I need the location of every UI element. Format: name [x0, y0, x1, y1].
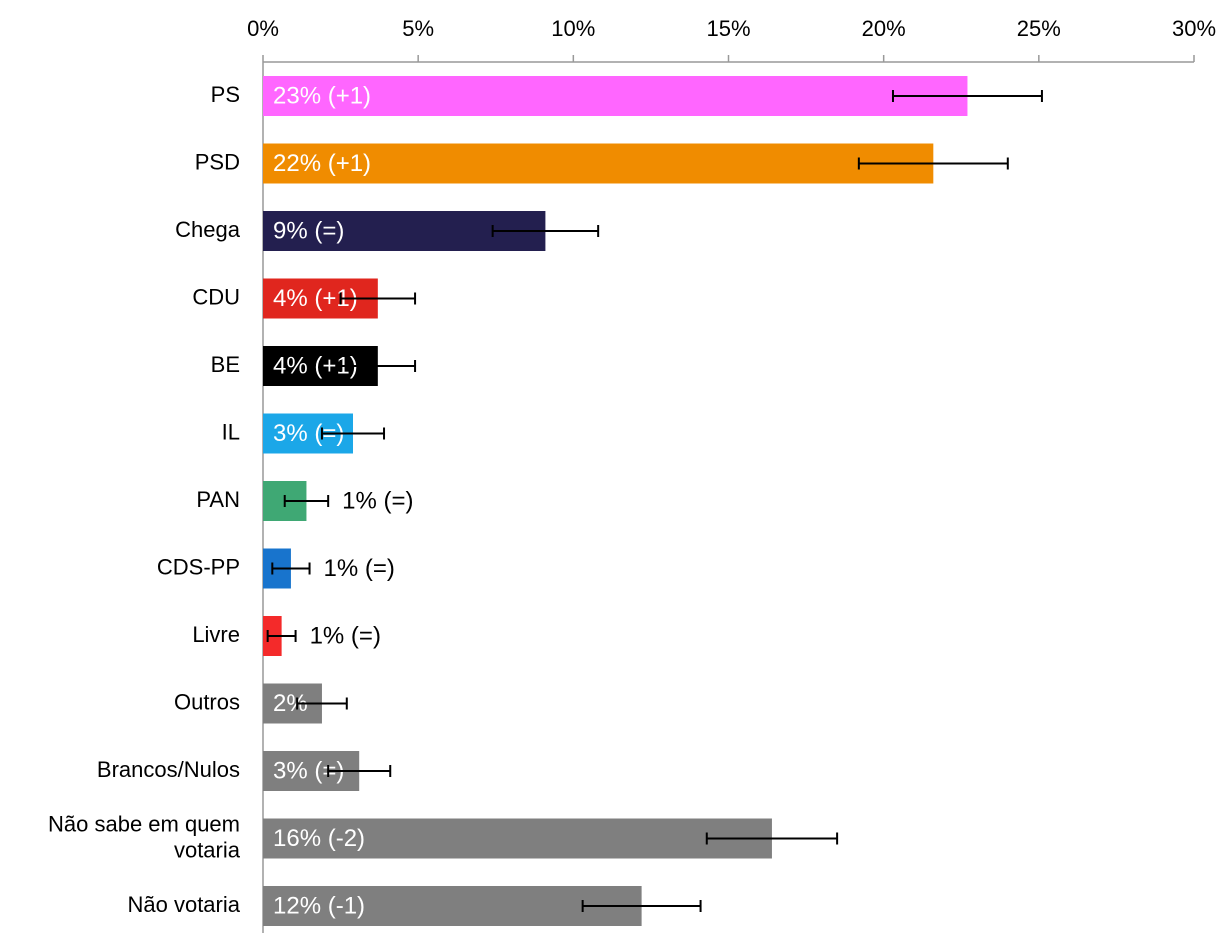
category-label: PSD: [195, 149, 240, 174]
value-label: 9% (=): [273, 217, 344, 244]
error-bar: [327, 765, 392, 777]
category-label: Brancos/Nulos: [97, 757, 240, 782]
category-label: Livre: [192, 622, 240, 647]
value-label: 1% (=): [324, 555, 395, 582]
category-label: CDS-PP: [157, 554, 240, 579]
error-bar: [857, 157, 1009, 170]
x-tick-label: 30%: [1172, 16, 1216, 41]
error-bar: [705, 832, 839, 845]
value-label: 23% (+1): [273, 82, 371, 109]
error-bar: [266, 630, 297, 642]
value-label: 1% (=): [342, 487, 413, 514]
error-bar: [296, 697, 348, 710]
value-label: 16% (-2): [273, 825, 365, 852]
value-label: 12% (-1): [273, 892, 365, 919]
error-bar: [320, 427, 386, 440]
category-label: PAN: [196, 487, 240, 512]
x-tick-label: 0%: [247, 16, 279, 41]
category-label: IL: [222, 419, 240, 444]
error-bar: [581, 900, 702, 912]
error-bar: [491, 225, 600, 237]
category-label: Outros: [174, 689, 240, 714]
error-bar: [283, 495, 330, 507]
bar: [263, 886, 642, 926]
x-tick-label: 25%: [1017, 16, 1061, 41]
category-label: BE: [211, 352, 240, 377]
error-bar: [339, 292, 417, 305]
x-tick-label: 20%: [862, 16, 906, 41]
category-label: Chega: [175, 217, 241, 242]
bar: [263, 76, 968, 116]
category-label: Não votaria: [127, 892, 240, 917]
bar: [263, 143, 934, 184]
x-tick-label: 15%: [706, 16, 750, 41]
error-bar: [339, 360, 417, 372]
error-bar: [891, 90, 1043, 102]
value-label: 22% (+1): [273, 150, 371, 177]
category-label: PS: [211, 82, 240, 107]
category-label: Não sabe em quem votaria: [48, 811, 241, 862]
error-bar: [271, 562, 311, 575]
x-tick-label: 5%: [402, 16, 434, 41]
category-label: CDU: [192, 284, 240, 309]
bar: [263, 818, 772, 859]
value-label: 1% (=): [310, 622, 381, 649]
x-tick-label: 10%: [551, 16, 595, 41]
